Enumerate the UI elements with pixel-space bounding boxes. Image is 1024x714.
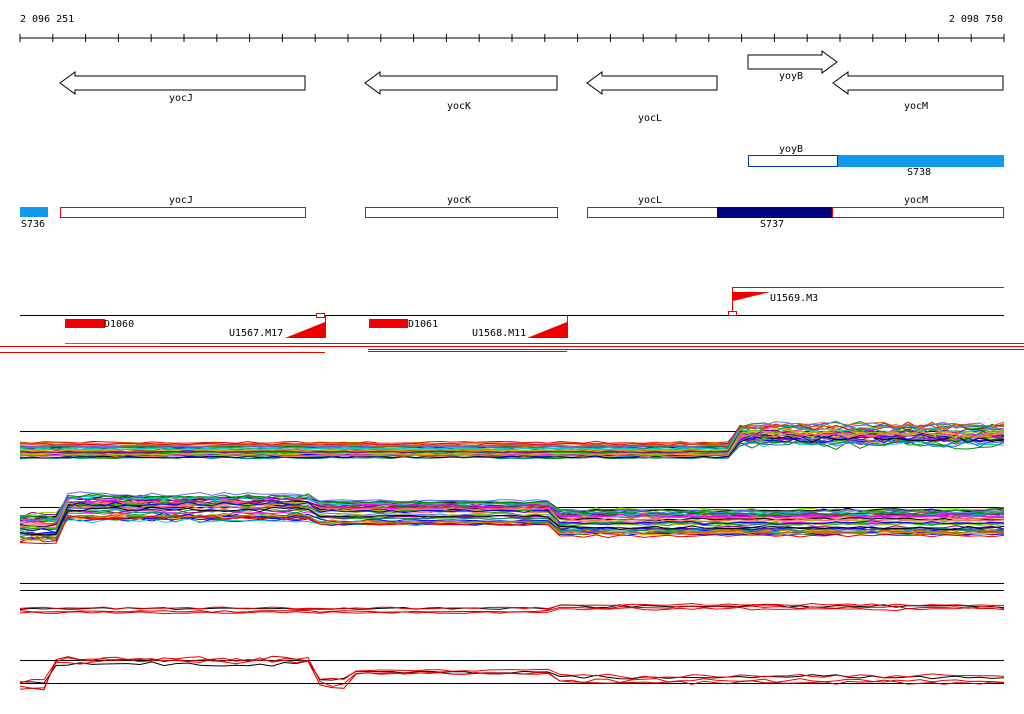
transcript-box <box>748 155 838 167</box>
feature <box>285 322 325 338</box>
expression-line <box>19 428 1005 456</box>
gene-label: yocL <box>638 113 662 124</box>
flag <box>733 292 770 301</box>
expression-line <box>19 656 1005 684</box>
gene-arrow <box>747 50 838 74</box>
gene-arrow <box>832 71 1004 95</box>
region <box>365 207 558 218</box>
region-label: yocM <box>904 195 928 206</box>
expression-line <box>19 602 1004 610</box>
ruler-ticks <box>19 34 1005 42</box>
region <box>717 207 832 218</box>
expression-line <box>19 605 1005 613</box>
expression-line <box>20 430 1005 458</box>
region-label: yocJ <box>169 195 193 206</box>
region-label: yocL <box>638 195 662 206</box>
feature-label: U1569.M3 <box>770 293 818 304</box>
feature <box>369 319 408 328</box>
gene-label: yocJ <box>169 93 193 104</box>
feature <box>65 319 105 328</box>
gene-arrow <box>59 71 306 95</box>
gene-arrow <box>586 71 718 95</box>
expression-line <box>19 432 1005 458</box>
expression-profiles <box>19 420 1005 691</box>
gene-label: yoyB <box>779 71 803 82</box>
feature <box>527 322 567 338</box>
expression-line <box>19 508 1005 539</box>
expression-line <box>19 655 1005 691</box>
ruler-end: 2 098 750 <box>949 14 1003 25</box>
region-label: S736 <box>21 219 45 230</box>
feature-label: U1567.M17 <box>229 328 283 339</box>
expression-line <box>19 506 1005 536</box>
region <box>20 207 48 217</box>
region-label: yocK <box>447 195 471 206</box>
feature-label: D1060 <box>104 319 134 330</box>
expression-line <box>19 491 1005 522</box>
feature-base <box>316 313 325 318</box>
expression-line <box>19 515 1005 545</box>
ruler-start: 2 096 251 <box>20 14 74 25</box>
expression-line <box>19 501 1005 534</box>
gene-arrow <box>364 71 558 95</box>
expression-line <box>19 420 1005 448</box>
expression-line <box>19 494 1005 523</box>
gene-label: yocK <box>447 101 471 112</box>
expression-line <box>19 424 1005 451</box>
region <box>587 207 718 218</box>
expression-line <box>19 511 1005 541</box>
flag-base <box>728 311 737 316</box>
expression-line <box>19 493 1005 520</box>
region <box>60 207 306 218</box>
transcript-label: S738 <box>907 167 931 178</box>
region <box>832 207 1004 218</box>
transcript-label: yoyB <box>779 144 803 155</box>
transcript-segment <box>838 155 1004 167</box>
region-label: S737 <box>760 219 784 230</box>
feature-label: U1568.M11 <box>472 328 526 339</box>
gene-label: yocM <box>904 101 928 112</box>
feature-label: D1061 <box>408 319 438 330</box>
expression-line <box>19 496 1005 525</box>
